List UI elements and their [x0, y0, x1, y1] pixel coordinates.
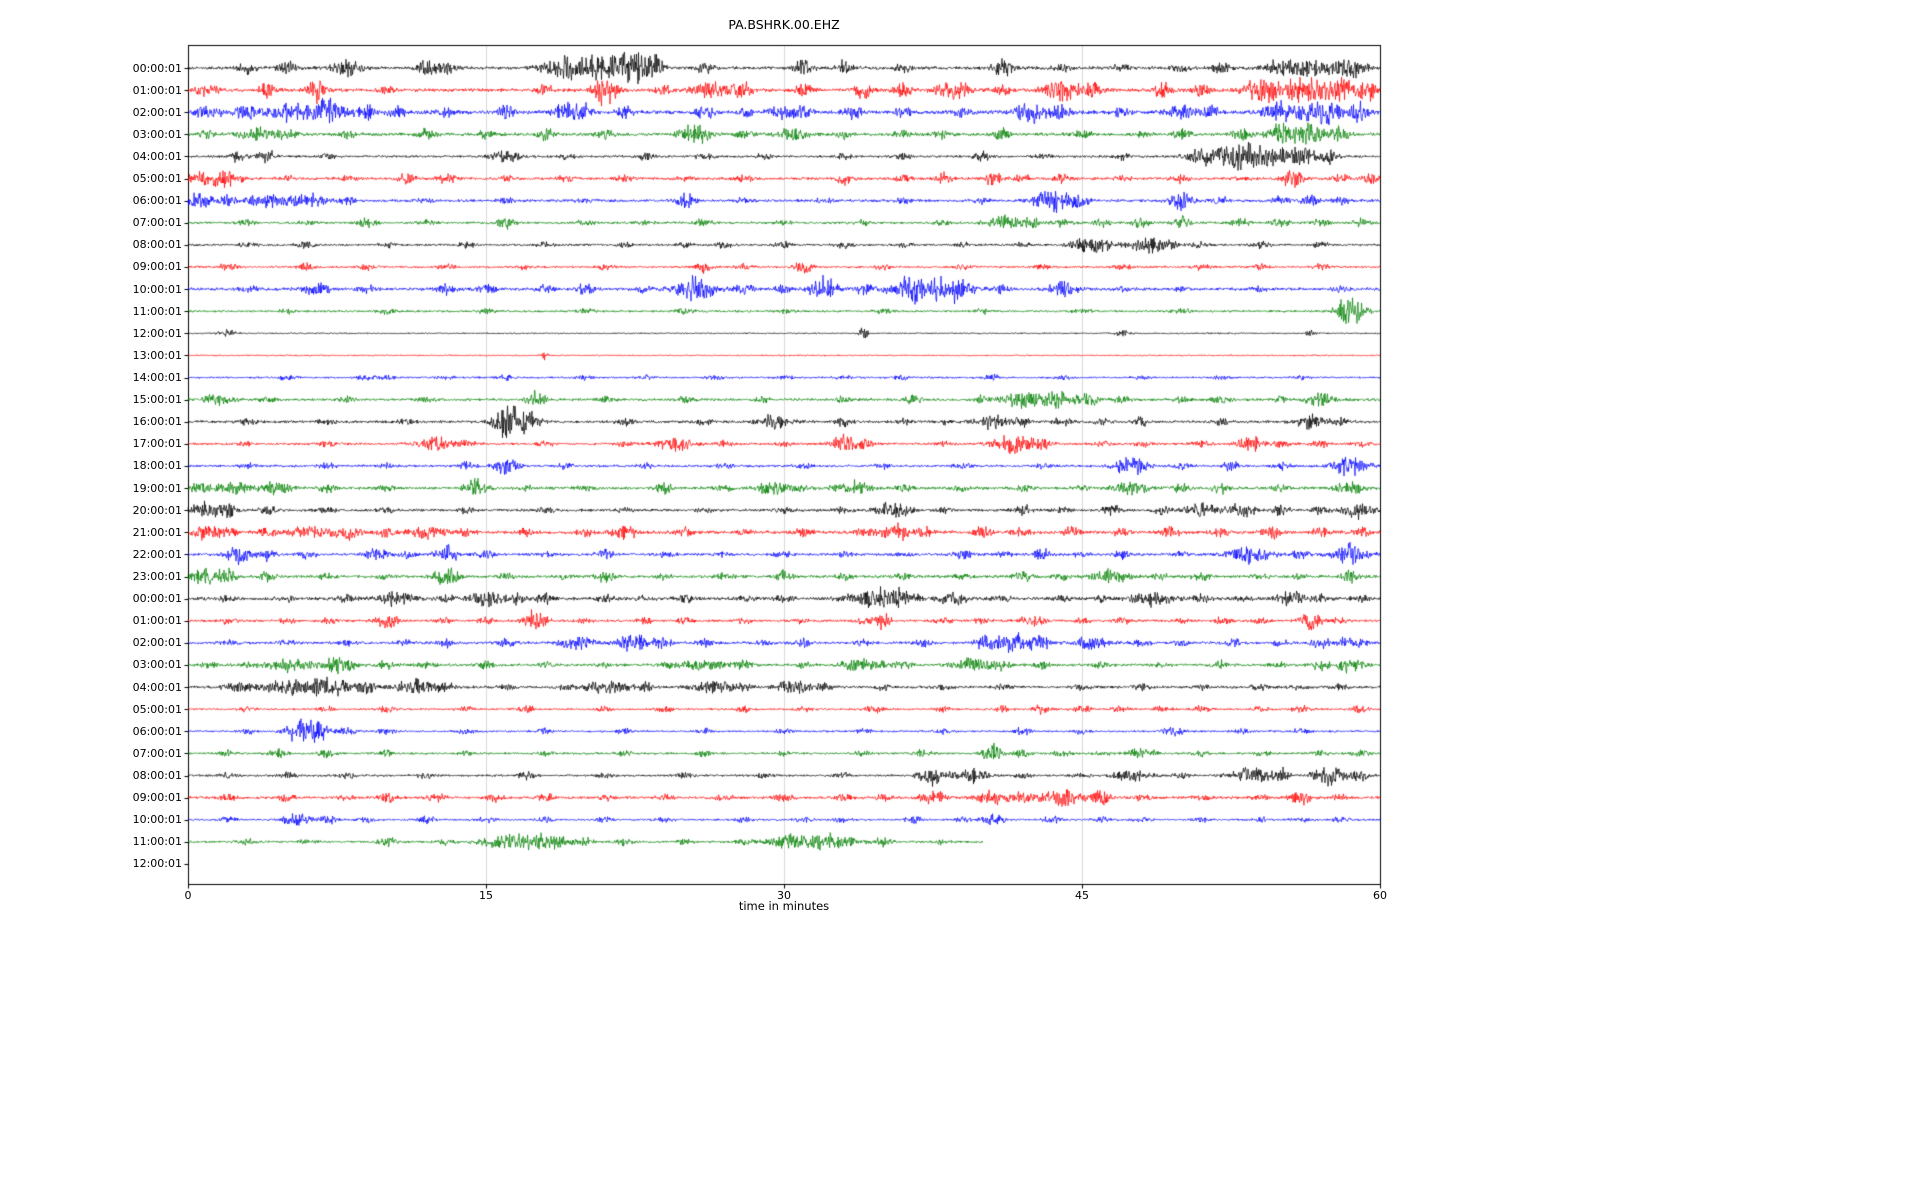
row-label: 09:00:01: [132, 260, 182, 274]
row-label: 15:00:01: [132, 393, 182, 407]
row-label: 23:00:01: [132, 570, 182, 584]
x-tick-label: 45: [1075, 889, 1089, 902]
row-label: 03:00:01: [132, 127, 182, 141]
row-label: 02:00:01: [132, 105, 182, 119]
x-tick-label: 60: [1373, 889, 1387, 902]
row-label: 10:00:01: [132, 813, 182, 827]
row-label: 13:00:01: [132, 348, 182, 362]
row-label: 18:00:01: [132, 459, 182, 473]
row-label: 19:00:01: [132, 481, 182, 495]
row-label: 08:00:01: [132, 769, 182, 783]
row-label: 05:00:01: [132, 702, 182, 716]
row-label: 04:00:01: [132, 680, 182, 694]
row-label: 01:00:01: [132, 614, 182, 628]
row-label: 06:00:01: [132, 724, 182, 738]
row-label: 06:00:01: [132, 194, 182, 208]
x-tick-label: 15: [479, 889, 493, 902]
row-label: 04:00:01: [132, 149, 182, 163]
row-label: 14:00:01: [132, 371, 182, 385]
row-label: 03:00:01: [132, 658, 182, 672]
row-label: 00:00:01: [132, 61, 182, 75]
row-label: 05:00:01: [132, 172, 182, 186]
row-label: 00:00:01: [132, 592, 182, 606]
row-label: 17:00:01: [132, 437, 182, 451]
x-tick-label: 0: [184, 889, 192, 902]
row-label: 16:00:01: [132, 415, 182, 429]
chart-title: PA.BSHRK.00.EHZ: [728, 17, 840, 32]
row-label: 08:00:01: [132, 238, 182, 252]
row-label: 09:00:01: [132, 791, 182, 805]
row-label: 12:00:01: [132, 326, 182, 340]
row-label: 02:00:01: [132, 636, 182, 650]
row-label: 07:00:01: [132, 216, 182, 230]
x-tick-label: 30: [777, 889, 791, 902]
row-label: 12:00:01: [132, 857, 182, 871]
x-axis-label: time in minutes: [738, 899, 830, 913]
row-label: 01:00:01: [132, 83, 182, 97]
row-label: 20:00:01: [132, 503, 182, 517]
row-label: 07:00:01: [132, 746, 182, 760]
row-label: 22:00:01: [132, 547, 182, 561]
row-label: 11:00:01: [132, 835, 182, 849]
row-label: 11:00:01: [132, 304, 182, 318]
row-label: 21:00:01: [132, 525, 182, 539]
row-label: 10:00:01: [132, 282, 182, 296]
